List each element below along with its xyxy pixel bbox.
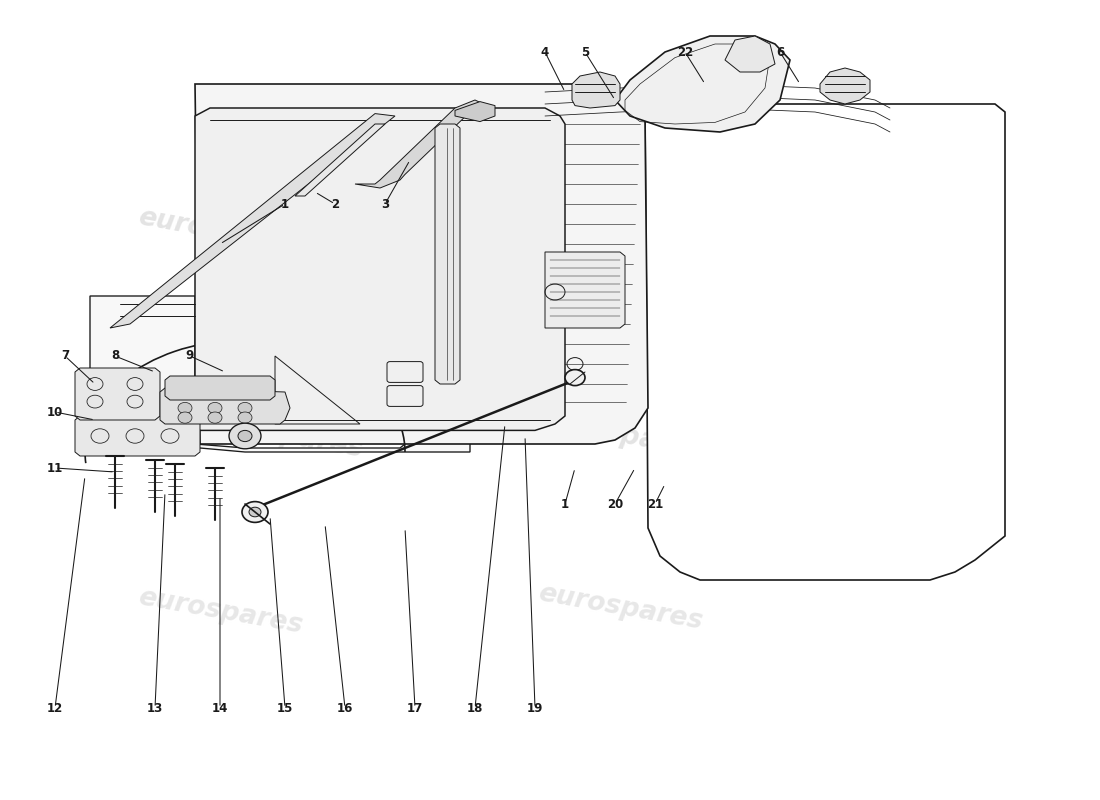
Circle shape (238, 430, 252, 442)
Polygon shape (615, 36, 790, 132)
Text: 16: 16 (337, 702, 353, 714)
Polygon shape (295, 124, 385, 196)
Text: 18: 18 (466, 702, 483, 714)
Circle shape (178, 402, 192, 414)
Polygon shape (455, 102, 495, 122)
Circle shape (208, 412, 222, 423)
Text: 5: 5 (581, 46, 590, 58)
Text: 2: 2 (331, 198, 339, 210)
Polygon shape (165, 376, 275, 400)
Text: 15: 15 (277, 702, 294, 714)
Polygon shape (75, 416, 200, 456)
Circle shape (238, 412, 252, 423)
Text: 7: 7 (60, 350, 69, 362)
Text: 4: 4 (541, 46, 549, 58)
Circle shape (565, 370, 585, 386)
Text: 1: 1 (280, 198, 289, 210)
Circle shape (242, 502, 268, 522)
Text: 1: 1 (561, 498, 569, 510)
Text: eurospares: eurospares (536, 229, 704, 283)
Polygon shape (645, 104, 1005, 580)
Text: 10: 10 (47, 406, 63, 418)
Text: eurospares: eurospares (135, 205, 305, 259)
Polygon shape (434, 124, 460, 384)
Text: 19: 19 (527, 702, 543, 714)
Text: 14: 14 (212, 702, 228, 714)
Text: 22: 22 (676, 46, 693, 58)
Polygon shape (110, 114, 395, 328)
Text: 11: 11 (47, 462, 63, 474)
Text: 3: 3 (381, 198, 389, 210)
Text: 8: 8 (111, 350, 119, 362)
Circle shape (178, 412, 192, 423)
Text: 6: 6 (776, 46, 784, 58)
Polygon shape (195, 84, 648, 444)
Polygon shape (160, 388, 290, 424)
Polygon shape (544, 252, 625, 328)
Circle shape (238, 402, 252, 414)
Text: 13: 13 (147, 702, 163, 714)
Polygon shape (820, 68, 870, 104)
Text: 17: 17 (407, 702, 424, 714)
Polygon shape (75, 368, 160, 420)
Polygon shape (90, 296, 470, 452)
Polygon shape (195, 108, 565, 430)
Polygon shape (725, 36, 775, 72)
Text: eurospares: eurospares (536, 409, 704, 463)
Circle shape (249, 507, 261, 517)
Circle shape (229, 423, 261, 449)
Text: 20: 20 (607, 498, 623, 510)
Text: eurospares: eurospares (536, 581, 704, 635)
Text: eurospares: eurospares (135, 585, 305, 639)
Text: eurospares: eurospares (196, 409, 364, 463)
Text: 9: 9 (186, 350, 194, 362)
Polygon shape (572, 72, 620, 108)
Circle shape (208, 402, 222, 414)
Text: 12: 12 (47, 702, 63, 714)
Text: 21: 21 (647, 498, 663, 510)
Polygon shape (355, 100, 480, 188)
